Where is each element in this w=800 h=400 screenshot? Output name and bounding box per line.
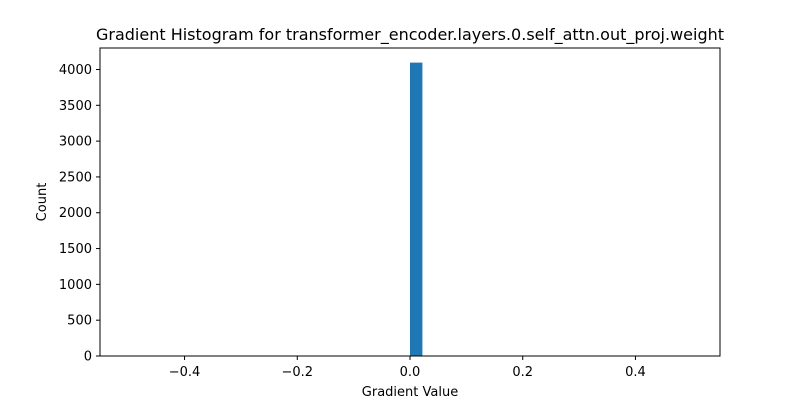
y-tick-label: 1500 <box>59 242 92 257</box>
x-axis-label: Gradient Value <box>362 385 458 400</box>
y-tick-label: 1000 <box>59 278 92 293</box>
y-tick-label: 2000 <box>59 206 92 221</box>
y-tick-label: 3000 <box>59 135 92 150</box>
x-tick-label: −0.2 <box>281 365 313 380</box>
y-tick-label: 4000 <box>59 63 92 78</box>
x-tick-label: −0.4 <box>169 365 201 380</box>
y-tick-label: 500 <box>67 314 92 329</box>
chart-title: Gradient Histogram for transformer_encod… <box>96 25 724 45</box>
plot-area <box>99 47 721 357</box>
y-tick-label: 2500 <box>59 170 92 185</box>
x-tick-label: 0.2 <box>512 365 533 380</box>
x-axis: −0.4 −0.2 0.0 0.2 0.4 <box>169 356 646 380</box>
x-tick-label: 0.4 <box>625 365 646 380</box>
y-tick-label: 3500 <box>59 99 92 114</box>
histogram-bar <box>410 62 423 357</box>
y-axis: 0 500 1000 1500 2000 2500 3000 3500 4000 <box>59 63 100 365</box>
y-tick-label: 0 <box>84 350 92 365</box>
y-axis-label: Count <box>35 183 50 222</box>
x-tick-label: 0.0 <box>400 365 421 380</box>
bars <box>410 62 423 357</box>
